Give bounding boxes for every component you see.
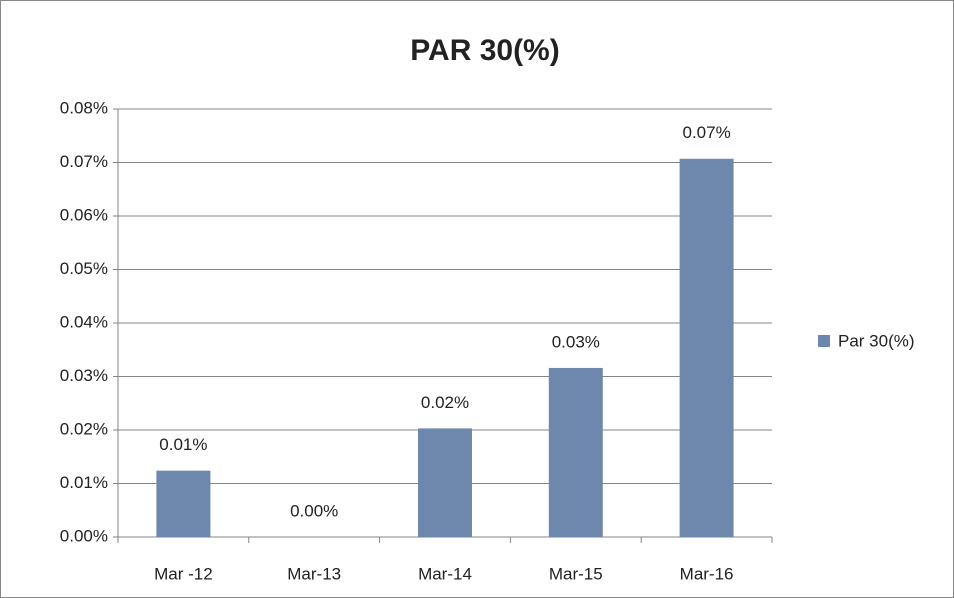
bar (418, 428, 472, 537)
legend-label: Par 30(%) (838, 331, 915, 350)
data-label: 0.00% (290, 501, 338, 520)
y-tick-label: 0.01% (60, 473, 108, 492)
y-tick-label: 0.06% (60, 205, 108, 224)
data-label: 0.02% (421, 393, 469, 412)
x-tick-label: Mar-13 (287, 564, 341, 583)
data-label: 0.03% (552, 332, 600, 351)
chart-title: PAR 30(%) (410, 34, 559, 67)
y-tick-label: 0.04% (60, 312, 108, 331)
data-label: 0.07% (682, 123, 730, 142)
y-tick-label: 0.03% (60, 366, 108, 385)
data-label: 0.01% (159, 435, 207, 454)
y-tick-label: 0.02% (60, 419, 108, 438)
x-tick-label: Mar-16 (680, 564, 734, 583)
legend-swatch (818, 335, 830, 347)
y-tick-label: 0.05% (60, 259, 108, 278)
bar (156, 470, 211, 537)
x-tick-label: Mar -12 (154, 564, 213, 583)
x-tick-label: Mar-15 (549, 564, 603, 583)
y-tick-label: 0.08% (60, 98, 108, 117)
bar (548, 367, 603, 537)
bar (679, 158, 734, 537)
x-tick-label: Mar-14 (418, 564, 472, 583)
y-tick-label: 0.07% (60, 152, 108, 171)
y-tick-label: 0.00% (60, 526, 108, 545)
